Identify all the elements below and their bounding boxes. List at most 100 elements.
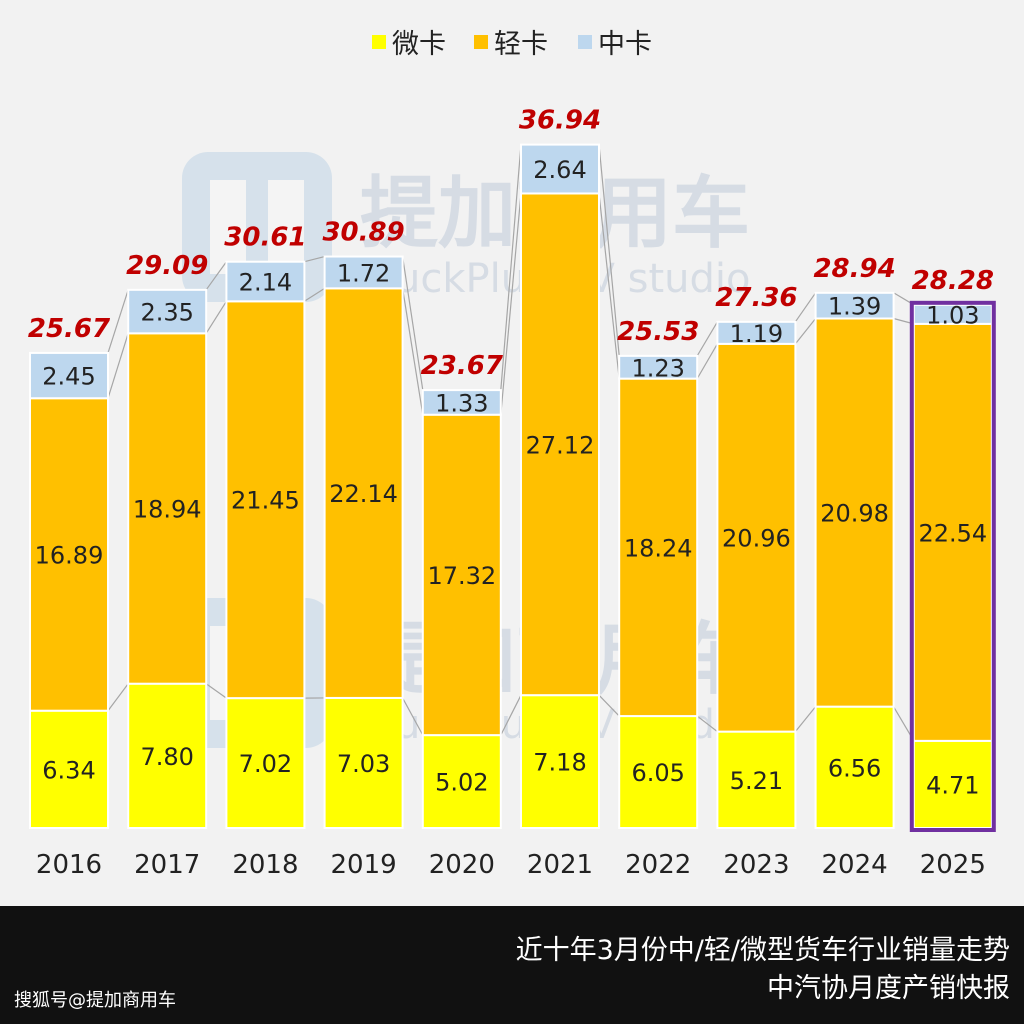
data-label: 22.14 [329,480,398,508]
data-label: 27.12 [526,431,595,459]
bar-micro [421,734,502,830]
x-tick-label: 2022 [625,850,691,880]
data-label: 4.71 [926,771,979,799]
bar-medium [127,288,208,335]
bar-medium [618,354,699,380]
connector-line [402,288,424,415]
legend-swatch [578,35,592,49]
legend-label: 轻卡 [494,29,548,60]
connector-line [598,694,620,717]
bars [29,143,996,832]
data-labels: 6.34 16.89 2.45 25.67 7.80 18.94 2.35 29.09 7.02… [28,106,994,800]
data-label: 1.03 [926,301,979,329]
bar-medium [421,389,502,416]
data-label: 21.45 [231,487,300,515]
bar-light [127,332,208,685]
x-tick-label: 2025 [920,850,986,880]
data-label: 2.45 [42,363,95,391]
connector-line [205,261,227,291]
connector-line [205,683,227,699]
legend-swatch [372,35,386,49]
data-label: 7.18 [533,749,586,777]
connector-line [794,292,817,323]
legend-label: 中卡 [598,29,652,60]
data-label: 18.24 [624,534,693,562]
footer: 近十年3月份中/轻/微型货车行业销量走势 中汽协月度产销快报 搜狐号@提加商用车 [0,906,1024,1024]
connector-line [794,706,817,732]
connector-line [304,287,325,302]
data-label: 6.56 [828,754,881,782]
data-label: 1.33 [435,389,488,417]
highlight-frame [909,300,996,832]
total-label: 30.61 [224,223,306,253]
bar-light [814,317,895,708]
footer-subtitle: 中汽协月度产销快报 [767,973,1010,1004]
data-label: 7.03 [337,750,390,778]
total-label: 29.09 [126,251,208,281]
data-label: 5.21 [730,767,783,795]
data-label: 6.05 [631,759,684,787]
connector-line [696,321,718,357]
x-tick-label: 2016 [36,850,102,880]
data-label: 1.72 [337,259,390,287]
connector-line [794,318,817,345]
total-label: 25.53 [617,317,699,347]
total-label: 30.89 [322,218,404,248]
connector-line [205,300,227,334]
connector-line [500,144,522,391]
connector-line [500,694,522,736]
data-label: 2.64 [533,156,586,184]
data-label: 1.39 [828,293,881,321]
data-label: 7.02 [239,750,292,778]
total-label: 36.94 [519,106,601,136]
bar-micro [814,705,895,830]
stacked-bar-chart: 提加商用车 TruckPlus CV studio 提加商用车 TruckPlu… [28,29,996,880]
bar-light [421,413,502,737]
x-tick-label: 2020 [429,850,495,880]
data-label: 6.34 [42,756,95,784]
bar-medium [29,351,109,400]
x-tick-label: 2024 [822,850,888,880]
bar-medium [716,320,797,345]
chart-area: 提加商用车 TruckPlus CV studio 提加商用车 TruckPlu… [0,0,1024,906]
data-label: 1.23 [631,354,684,382]
connector-line [107,333,129,399]
bar-light [716,342,797,733]
connector-line [598,193,620,379]
data-label: 16.89 [35,541,104,569]
data-label: 5.02 [435,769,488,797]
bar-micro [29,709,109,830]
data-label: 2.35 [140,299,193,327]
footer-title: 近十年3月份中/轻/微型货车行业销量走势 [515,935,1010,966]
connector-line [402,256,424,391]
bar-light [225,300,306,700]
footer-source: 搜狐号@提加商用车 [14,990,176,1011]
total-label: 28.28 [912,266,994,296]
data-label: 1.19 [730,320,783,348]
x-tick-label: 2019 [331,850,397,880]
bar-light [323,287,404,699]
data-label: 20.98 [820,500,889,528]
x-tick-label: 2018 [232,850,298,880]
x-axis: 2016 2017 2018 2019 2020 2021 2022 2023 2024 2025 [36,850,986,880]
connector-line [107,289,129,354]
data-label: 18.94 [133,496,202,524]
bar-micro [618,715,699,830]
x-tick-label: 2023 [723,850,789,880]
connector-line [107,683,129,712]
legend-swatch [474,35,488,49]
x-tick-label: 2021 [527,850,593,880]
legend: 微卡 轻卡 中卡 [372,29,652,60]
bar-light [912,322,993,742]
total-label: 27.36 [715,283,797,313]
x-tick-label: 2017 [134,850,200,880]
bar-light [29,397,109,712]
total-label: 25.67 [28,314,111,344]
bar-micro [912,739,993,829]
bar-medium [520,143,600,195]
connector-line [696,343,718,379]
connector-line [696,715,718,733]
bar-light [520,192,600,697]
total-label: 23.67 [421,351,504,381]
series-connectors [107,144,915,742]
